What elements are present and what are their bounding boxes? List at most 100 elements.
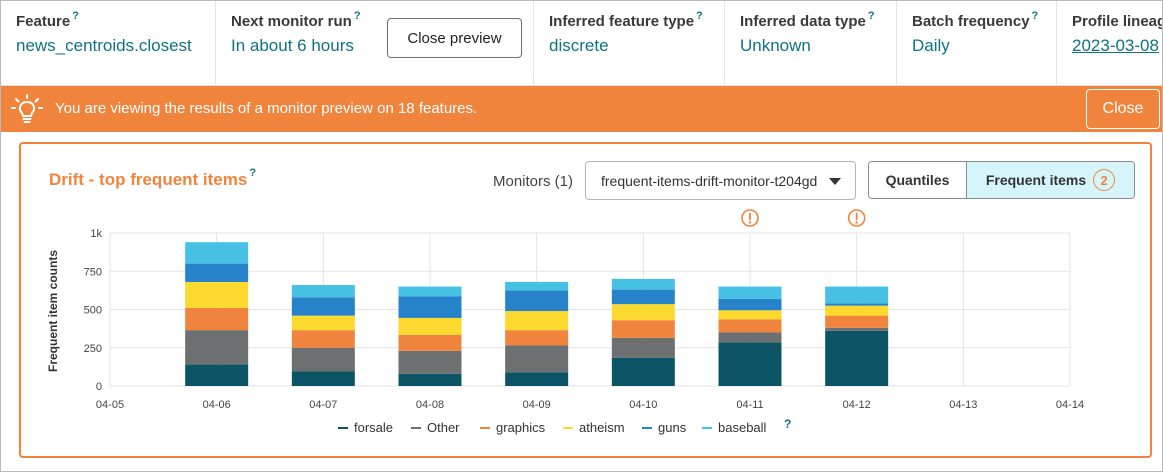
- legend-label: baseball: [718, 420, 767, 435]
- bar-segment-graphics[interactable]: [611, 320, 675, 338]
- data-type-cell: Inferred data type? Unknown: [725, 1, 897, 85]
- monitor-select-value: frequent-items-drift-monitor-t204gd: [601, 172, 818, 189]
- help-icon[interactable]: ?: [867, 10, 875, 22]
- y-axis-label: Frequent item counts: [46, 250, 60, 372]
- bar-segment-baseball[interactable]: [611, 278, 675, 290]
- next-run-label: Next monitor run?: [231, 10, 361, 30]
- legend-item-baseball[interactable]: baseball: [702, 420, 767, 435]
- drift-chart-panel: Drift - top frequent items? Monitors (1)…: [19, 142, 1152, 458]
- bar-segment-graphics[interactable]: [718, 319, 782, 333]
- bar-segment-forsale[interactable]: [825, 330, 889, 386]
- alert-circle-icon[interactable]: [847, 209, 866, 227]
- feature-header: Feature? news_centroids.closest Next mon…: [1, 1, 1162, 86]
- legend-item-other[interactable]: Other: [411, 420, 460, 435]
- next-run-value: In about 6 hours: [231, 36, 354, 55]
- legend-item-atheism[interactable]: atheism: [563, 420, 625, 435]
- chart-legend: forsale Other graphics atheism guns baseball?: [338, 417, 791, 435]
- bar-segment-guns[interactable]: [611, 289, 675, 305]
- bar-segment-baseball[interactable]: [718, 286, 782, 299]
- bar-segment-atheism[interactable]: [398, 317, 462, 335]
- bar-segment-atheism[interactable]: [611, 304, 675, 321]
- bar-segment-other[interactable]: [718, 332, 782, 343]
- x-tick-label: 04-07: [309, 399, 337, 411]
- lineage-link[interactable]: 2023-03-08: [1072, 36, 1159, 55]
- bar-segment-other[interactable]: [291, 347, 355, 372]
- bar-segment-guns[interactable]: [291, 297, 355, 316]
- alert-circle-icon[interactable]: [741, 209, 759, 227]
- x-tick-label: 04-08: [416, 399, 444, 411]
- x-tick-label: 04-10: [629, 399, 657, 411]
- frequent-items-count-badge: 2: [1093, 169, 1116, 191]
- lightbulb-icon: [11, 94, 43, 123]
- bar-segment-other[interactable]: [185, 330, 249, 365]
- help-icon[interactable]: ?: [1031, 10, 1039, 22]
- help-icon[interactable]: ?: [696, 10, 703, 22]
- legend-item-forsale[interactable]: forsale: [338, 420, 393, 435]
- bar-segment-guns[interactable]: [718, 298, 782, 311]
- x-tick-label: 04-12: [843, 399, 871, 411]
- bar-segment-graphics[interactable]: [505, 330, 569, 346]
- bar-segment-baseball[interactable]: [291, 285, 355, 298]
- bar-segment-graphics[interactable]: [291, 330, 355, 348]
- bar-segment-atheism[interactable]: [718, 310, 782, 320]
- bar-segment-guns[interactable]: [505, 290, 569, 312]
- batch-frequency-label: Batch frequency?: [912, 10, 1039, 30]
- bar-segment-graphics[interactable]: [185, 307, 249, 331]
- bar-segment-graphics[interactable]: [398, 334, 462, 351]
- chart-grid: [109, 232, 1071, 387]
- legend-label: forsale: [354, 420, 393, 435]
- legend-label: atheism: [579, 420, 625, 435]
- preview-banner: You are viewing the results of a monitor…: [1, 86, 1162, 132]
- legend-label: guns: [658, 420, 687, 435]
- bar-segment-forsale[interactable]: [611, 357, 675, 386]
- bar-segment-forsale[interactable]: [291, 371, 355, 386]
- feature-cell: Feature? news_centroids.closest: [1, 1, 216, 85]
- feature-value: news_centroids.closest: [16, 36, 192, 55]
- frequent-items-label: Frequent items: [985, 172, 1087, 188]
- bar-segment-atheism[interactable]: [291, 315, 355, 331]
- help-icon[interactable]: ?: [72, 10, 79, 22]
- bar-segment-atheism[interactable]: [505, 311, 569, 331]
- bar-segment-atheism[interactable]: [185, 281, 249, 308]
- bar-segment-other[interactable]: [611, 337, 675, 358]
- alert-markers: [741, 209, 866, 227]
- bar-segment-other[interactable]: [398, 350, 462, 374]
- help-icon[interactable]: ?: [784, 417, 791, 431]
- legend-item-graphics[interactable]: graphics: [480, 420, 546, 435]
- legend-item-guns[interactable]: guns: [642, 420, 687, 435]
- bar-segment-guns[interactable]: [825, 303, 889, 306]
- bar-segment-guns[interactable]: [398, 296, 462, 318]
- bar-segment-baseball[interactable]: [398, 286, 462, 297]
- help-icon[interactable]: ?: [249, 167, 257, 179]
- banner-close-button[interactable]: Close: [1086, 89, 1160, 129]
- monitor-select[interactable]: frequent-items-drift-monitor-t204gd: [585, 161, 856, 200]
- bar-segment-other[interactable]: [825, 327, 889, 331]
- help-icon[interactable]: ?: [353, 10, 361, 22]
- data-type-value: Unknown: [740, 36, 811, 55]
- x-tick-label: 04-11: [736, 399, 763, 411]
- bar-segment-graphics[interactable]: [825, 315, 889, 328]
- caret-down-icon: [829, 178, 841, 185]
- bar-segment-baseball[interactable]: [825, 286, 889, 304]
- bar-segment-forsale[interactable]: [718, 342, 782, 386]
- x-axis-ticks: 04-05 04-06 04-07 04-08 04-09 04-10 04-11 04-12…: [96, 399, 1084, 411]
- y-tick-label: 1k: [90, 228, 102, 240]
- quantiles-tab[interactable]: Quantiles: [869, 162, 967, 198]
- frequent-items-tab[interactable]: Frequent items 2: [967, 162, 1134, 198]
- x-tick-label: 04-13: [949, 399, 977, 411]
- bar-segment-guns[interactable]: [185, 263, 249, 282]
- bar-segment-baseball[interactable]: [505, 281, 569, 291]
- bar-segment-forsale[interactable]: [398, 373, 462, 386]
- lineage-cell: Profile lineag 2023-03-08: [1057, 1, 1162, 85]
- bar-segment-atheism[interactable]: [825, 305, 889, 316]
- feature-label: Feature?: [16, 10, 79, 30]
- bar-segment-other[interactable]: [505, 345, 569, 373]
- y-tick-label: 500: [84, 305, 102, 317]
- bar-segment-baseball[interactable]: [185, 242, 249, 264]
- close-preview-button[interactable]: Close preview: [387, 18, 522, 58]
- y-tick-label: 0: [96, 381, 102, 393]
- bar-segment-forsale[interactable]: [505, 372, 569, 386]
- bar-segment-forsale[interactable]: [185, 364, 249, 386]
